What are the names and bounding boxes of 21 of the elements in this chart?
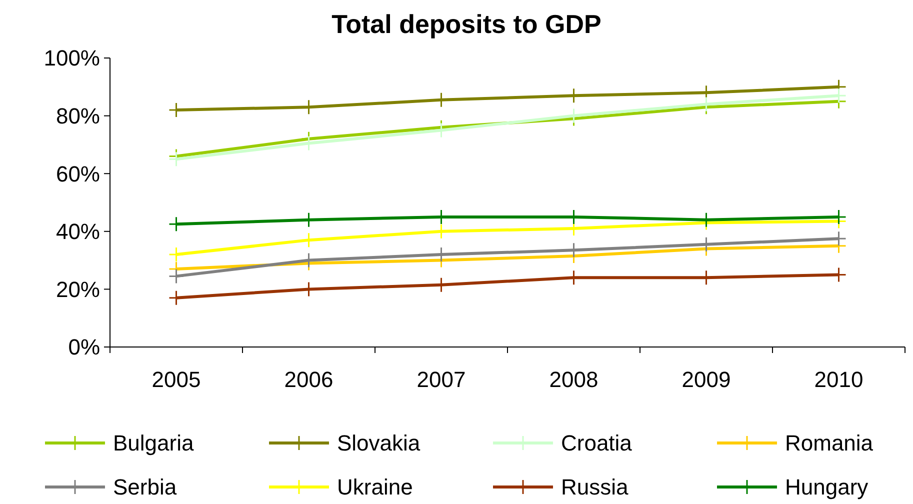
- legend-label: Croatia: [561, 430, 633, 456]
- y-tick-label: 20%: [56, 276, 100, 302]
- x-tick-label: 2006: [284, 367, 334, 392]
- y-tick-label: 100%: [44, 46, 100, 71]
- legend-label: Russia: [561, 474, 630, 500]
- x-tick-label: 2005: [152, 367, 201, 392]
- legend-label: Slovakia: [337, 430, 421, 456]
- y-tick-label: 80%: [56, 104, 100, 128]
- x-tick-label: 2009: [682, 367, 731, 392]
- legend-label: Bulgaria: [113, 430, 194, 456]
- y-tick-label: 0%: [68, 334, 100, 360]
- legend-label: Romania: [785, 430, 874, 456]
- x-tick-label: 2010: [814, 367, 864, 392]
- legend-label: Serbia: [113, 474, 178, 500]
- legend-label: Hungary: [785, 474, 868, 500]
- y-tick-label: 60%: [56, 161, 100, 186]
- legend-label: Ukraine: [337, 474, 413, 500]
- chart-title: Total deposits to GDP: [332, 9, 602, 39]
- x-tick-label: 2008: [549, 367, 598, 392]
- x-tick-label: 2007: [416, 367, 466, 392]
- y-tick-label: 40%: [56, 219, 100, 244]
